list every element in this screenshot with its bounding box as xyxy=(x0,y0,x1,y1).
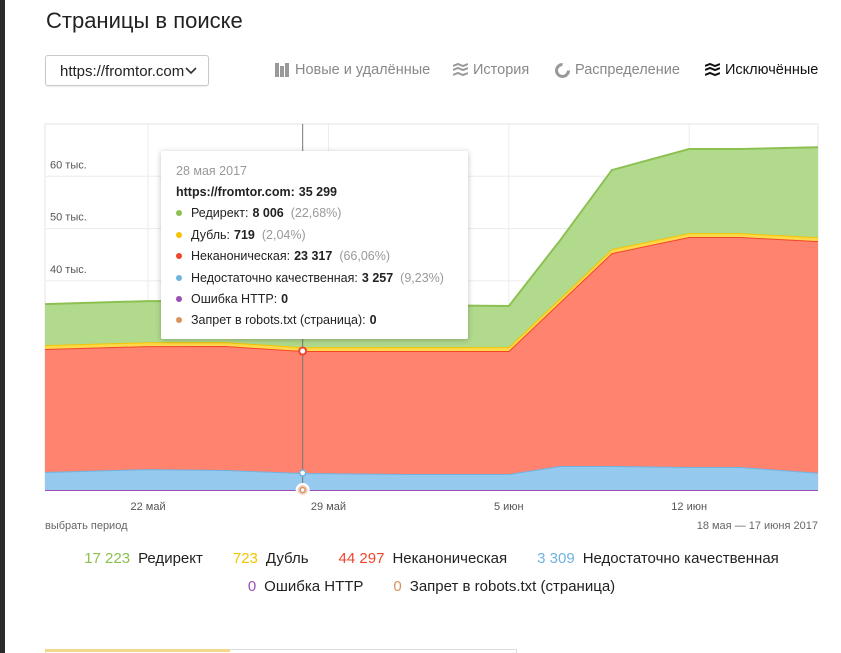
chevron xyxy=(185,67,197,75)
legend-item[interactable]: 723 Дубль xyxy=(233,548,309,568)
legend-name: Неканоническая xyxy=(392,549,508,567)
period-link[interactable]: выбрать период xyxy=(45,520,128,532)
y-tick-label: 60 тыс. xyxy=(50,159,87,171)
tooltip-dot xyxy=(176,231,182,238)
tooltip-label: Редирект: xyxy=(191,206,249,221)
tab[interactable]: Новые и удалённые xyxy=(275,62,430,78)
legend-item[interactable]: 0 Ошибка HTTP xyxy=(248,576,364,596)
area-fill xyxy=(45,466,818,490)
x-tick-label: 12 июн xyxy=(671,501,707,513)
tab-label: Распределение xyxy=(575,62,680,78)
legend-name: Редирект xyxy=(138,549,203,567)
tooltip-value: 23 317 xyxy=(294,249,333,264)
tooltip-row: Недостаточно качественная: 3 257 (9,23%) xyxy=(176,267,453,288)
tab-label: История xyxy=(473,62,530,78)
tooltip-dot xyxy=(176,274,182,281)
tooltip-row: Запрет в robots.txt (страница): 0 xyxy=(176,310,453,331)
tab-label: Новые и удалённые xyxy=(295,62,431,78)
site-select[interactable]: https://fromtor.com xyxy=(45,55,209,86)
x-tick-label: 22 май xyxy=(131,501,166,513)
tooltip-dot xyxy=(176,253,182,260)
legend-item[interactable]: 44 297 Неканоническая xyxy=(339,548,508,568)
legend-item[interactable]: 17 223 Редирект xyxy=(84,548,203,568)
hover-point xyxy=(298,346,308,356)
legend-item[interactable]: 0 Запрет в robots.txt (страница) xyxy=(393,576,615,596)
legend: 17 223 Редирект 723 Дубль 44 297 Неканоническ… xyxy=(45,548,818,596)
tooltip-share: (9,23%) xyxy=(400,270,444,285)
site-select-label: https://fromtor.com xyxy=(60,63,185,80)
hover-point xyxy=(299,486,306,494)
tooltip-share: (66,06%) xyxy=(339,249,391,264)
tooltip-value: 719 xyxy=(234,227,255,242)
tooltip-row: Неканоническая: 23 317 (66,06%) xyxy=(176,246,453,267)
hover-point xyxy=(298,469,307,477)
legend-name: Ошибка HTTP xyxy=(264,577,364,595)
tab-icon xyxy=(275,63,289,77)
tooltip-site-name: https://fromtor.com: xyxy=(176,185,295,200)
tooltip-label: Дубль: xyxy=(191,227,231,242)
legend-total: 17 223 xyxy=(84,549,131,567)
area-fill xyxy=(45,237,818,475)
y-tick-label: 40 тыс. xyxy=(50,264,87,276)
legend-total: 44 297 xyxy=(338,549,385,567)
tab-icon xyxy=(705,63,720,77)
tooltip-row: Редирект: 8 006 (22,68%) xyxy=(176,203,453,224)
tab-icon xyxy=(453,63,468,77)
tooltip-value: 0 xyxy=(369,313,377,328)
tooltip-site-total: 35 299 xyxy=(298,185,337,200)
tooltip-site: https://fromtor.com: 35 299 xyxy=(176,181,453,202)
page-title: Страницы в поиске xyxy=(46,8,243,33)
tooltip-label: Запрет в robots.txt (страница): xyxy=(191,313,366,328)
tooltip-row: Ошибка HTTP: 0 xyxy=(176,288,453,309)
tooltip-label: Недостаточно качественная: xyxy=(191,270,358,285)
tooltip-label: Ошибка HTTP: xyxy=(191,292,278,307)
tooltip-dot xyxy=(176,210,182,217)
legend-item[interactable]: 3 309 Недостаточно качественная xyxy=(537,548,779,568)
tab[interactable]: Распределение xyxy=(555,62,680,78)
tooltip-date: 28 мая 2017 xyxy=(176,163,247,178)
legend-total: 0 xyxy=(247,577,257,595)
legend-name: Недостаточно качественная xyxy=(582,549,779,567)
tab[interactable]: История xyxy=(453,62,529,78)
tooltip-share: (22,68%) xyxy=(290,206,342,221)
tab-icon xyxy=(555,62,570,78)
legend-name: Запрет в robots.txt (страница) xyxy=(409,577,616,595)
tooltip: 28 мая 2017 https://fromtor.com: 35 299 Р… xyxy=(161,151,468,339)
legend-total: 3 309 xyxy=(537,549,575,567)
sidebar-edge xyxy=(0,0,5,653)
period: 18 мая — 17 июня 2017 xyxy=(696,520,818,532)
y-tick-label: 50 тыс. xyxy=(50,212,87,224)
legend-name: Дубль xyxy=(265,549,309,567)
tooltip-value: 8 006 xyxy=(252,206,284,221)
tooltip-value: 0 xyxy=(281,292,289,307)
x-tick-label: 5 июн xyxy=(494,501,524,513)
bottom-tab-active xyxy=(45,649,230,652)
tooltip-value: 3 257 xyxy=(361,270,394,285)
legend-total: 723 xyxy=(232,549,258,567)
tooltip-dot xyxy=(176,317,182,324)
x-tick-label: 29 май xyxy=(311,501,346,513)
legend-total: 0 xyxy=(393,577,402,595)
tab-label: Исключённые xyxy=(725,62,819,78)
tooltip-row: Дубль: 719 (2,04%) xyxy=(176,224,453,245)
tooltip-label: Неканоническая: xyxy=(191,249,291,264)
tooltip-dot xyxy=(176,296,182,303)
tab[interactable]: Исключённые xyxy=(705,62,818,78)
area-fill xyxy=(45,147,818,348)
tooltip-share: (2,04%) xyxy=(261,227,306,242)
